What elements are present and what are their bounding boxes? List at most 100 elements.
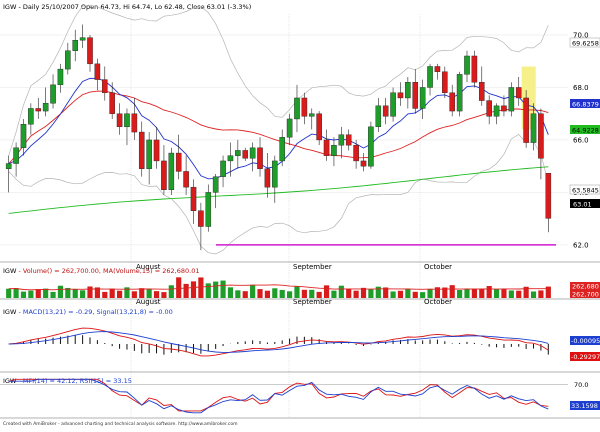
volume-bar [227, 287, 234, 298]
volume-bar [464, 289, 470, 298]
volume-bar [161, 292, 167, 298]
volume-bar [479, 289, 485, 298]
volume-bar [368, 289, 374, 298]
candle [545, 172, 552, 233]
volume-bar [65, 287, 71, 298]
candle-body [397, 92, 404, 99]
candle [353, 139, 359, 169]
candle-body [360, 160, 367, 167]
candle-body [146, 139, 152, 169]
mfi-panel: IGW - MFI(14) = 42.12, RSI(15) = 33.15 7… [0, 377, 600, 419]
volume-bar [213, 281, 219, 298]
candle [382, 97, 389, 125]
candle-body [493, 105, 500, 117]
candle [390, 87, 396, 122]
candle-body [72, 40, 79, 51]
candle-body [286, 118, 293, 138]
candle-body [198, 210, 204, 227]
candle-body [153, 139, 160, 162]
candle [198, 202, 204, 251]
tag-volume-ma: 262,680 [572, 283, 599, 291]
volume-bar [250, 284, 256, 298]
volume-bar [486, 286, 492, 298]
candle [13, 142, 19, 177]
candle-body [109, 92, 115, 114]
candle [530, 103, 537, 151]
price-y-tick: 68.0 [573, 84, 589, 92]
candle [508, 82, 515, 117]
volume-bar [434, 287, 441, 298]
volume-ma-line [8, 284, 549, 291]
month-label-august: August [136, 263, 161, 271]
candle-body [131, 113, 138, 133]
volume-bar [87, 286, 93, 298]
candle [242, 147, 249, 161]
candle [538, 108, 544, 180]
bollinger-bands [8, 4, 549, 255]
tag-70: 70.0 [574, 381, 588, 389]
volume-bar [20, 291, 27, 298]
candle [449, 84, 455, 117]
candle-body [456, 74, 463, 112]
candle-body [338, 134, 345, 146]
candle [515, 76, 522, 106]
volume-bar [28, 290, 34, 298]
price-symbol: IGW [3, 3, 17, 11]
candle [5, 155, 12, 193]
volume-panel: IGW - Volume() = 262,700.00, MA(Volume,1… [0, 267, 600, 306]
volume-bar [102, 291, 108, 298]
volume-bar [294, 286, 300, 298]
candle [87, 34, 93, 72]
volume-bar [131, 291, 137, 298]
candle-body [79, 37, 86, 41]
candle-body [294, 97, 300, 120]
volume-bar [405, 289, 411, 298]
volume-bar [242, 291, 248, 298]
candle-body [368, 126, 374, 167]
month-label-october: October [424, 298, 452, 306]
candle-body [235, 150, 241, 156]
volume-bar [279, 289, 285, 298]
candle [205, 184, 212, 232]
volume-bar [301, 289, 307, 298]
volume-bar [50, 291, 56, 298]
volume-bar [205, 283, 211, 298]
candle [464, 50, 470, 83]
candle-body [279, 137, 285, 162]
candle-body [405, 82, 411, 99]
candle [501, 95, 507, 117]
candle [368, 121, 374, 169]
volume-bar [338, 285, 344, 298]
macd-panel: IGW - MACD(13,21) = -0.29, Signal(13,21,… [0, 308, 600, 373]
volume-bar [198, 277, 204, 298]
candle [375, 97, 382, 133]
volume-bar [538, 290, 544, 298]
volume-bar [471, 288, 477, 298]
candle-body [161, 160, 167, 190]
volume-bar [57, 285, 64, 298]
candle-body [449, 92, 455, 112]
volume-stats: - Volume() = 262,700.00, MA(Volume,15) =… [16, 267, 199, 275]
volume-bar [508, 290, 514, 298]
tag-rsi: 33.1598 [571, 402, 598, 410]
candle-body [375, 105, 382, 128]
candle [442, 66, 448, 98]
tag-fast-ma: 66.8379 [572, 101, 599, 109]
mfi-tags: 70.0 33.1598 [570, 381, 600, 410]
volume-bar [116, 290, 123, 298]
candle-body [124, 113, 130, 128]
candle-body [272, 160, 278, 188]
volume-bar [80, 290, 86, 298]
volume-bar [397, 290, 404, 298]
volume-tags: 262,680 262,700 [570, 282, 600, 299]
volume-bar [220, 280, 226, 298]
volume-bar [516, 290, 522, 298]
candle [412, 69, 419, 114]
volume-bar [442, 287, 448, 298]
price-y-tick: 66.0 [573, 136, 589, 144]
candle-body [5, 163, 12, 169]
candle-body [220, 160, 226, 177]
candle-body [471, 55, 478, 83]
volume-bar [287, 291, 293, 298]
candle-body [486, 100, 492, 117]
